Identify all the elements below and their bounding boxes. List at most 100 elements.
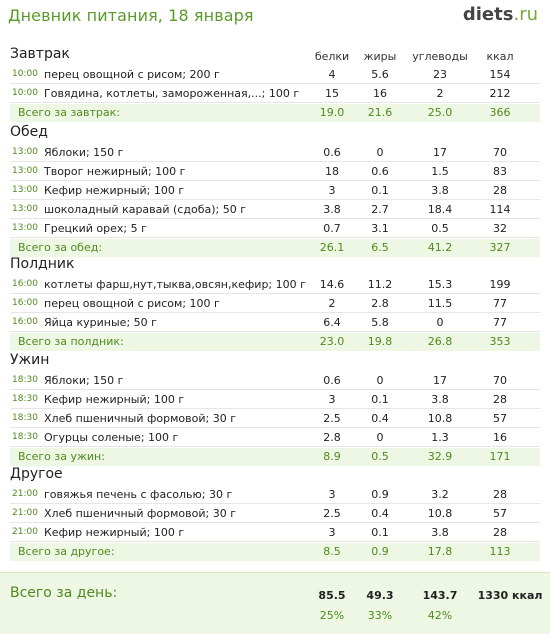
meal-total-kcal: 327 <box>489 241 511 254</box>
food-carbs: 23 <box>433 68 447 81</box>
food-carbs: 1.3 <box>431 431 449 444</box>
food-name[interactable]: шоколадный каравай (сдоба); 50 г <box>44 203 247 216</box>
food-name[interactable]: Кефир нежирный; 100 г <box>44 393 185 406</box>
site-logo[interactable]: diets.ru <box>463 4 538 25</box>
food-time: 18:30 <box>12 375 38 385</box>
food-carbs: 15.3 <box>427 278 453 291</box>
food-name[interactable]: Яйца куриные; 50 г <box>44 316 157 329</box>
food-carbs: 2 <box>436 87 444 100</box>
food-fat: 0 <box>376 431 384 444</box>
column-header-kcal: ккал <box>486 50 514 63</box>
food-name[interactable]: Говядина, котлеты, замороженная,...; 100… <box>44 87 300 100</box>
food-fat: 0.9 <box>371 488 389 501</box>
food-fat: 0 <box>376 374 384 387</box>
food-fat: 0.1 <box>371 526 389 539</box>
food-row[interactable]: 10:00 Говядина, котлеты, замороженная,...… <box>10 85 540 103</box>
food-row[interactable]: 18:30 Кефир нежирный; 100 г 3 0.1 3.8 28 <box>10 391 540 409</box>
meal-total-fat: 6.5 <box>371 241 389 254</box>
food-name[interactable]: котлеты фарш,нут,тыква,овсян,кефир; 100 … <box>44 278 306 291</box>
food-kcal: 16 <box>493 431 507 444</box>
meal-total-label: Всего за завтрак: <box>18 106 121 119</box>
food-name[interactable]: Грецкий орех; 5 г <box>44 222 147 235</box>
food-protein: 0.6 <box>323 146 341 159</box>
food-row[interactable]: 18:30 Яблоки; 150 г 0.6 0 17 70 <box>10 372 540 390</box>
food-kcal: 154 <box>489 68 511 81</box>
meal-total-kcal: 366 <box>489 106 511 119</box>
food-row[interactable]: 21:00 Кефир нежирный; 100 г 3 0.1 3.8 28 <box>10 524 540 542</box>
meal-total-row: Всего за обед: 26.1 6.5 41.2 327 <box>10 239 540 257</box>
meal-total-fat: 0.5 <box>371 450 389 463</box>
food-row[interactable]: 13:00 Творог нежирный; 100 г 18 0.6 1.5 83 <box>10 163 540 181</box>
food-time: 10:00 <box>12 69 38 79</box>
food-protein: 2.8 <box>323 431 341 444</box>
food-name[interactable]: перец овощной с рисом; 100 г <box>44 297 220 310</box>
meal-total-carbs: 17.8 <box>427 545 453 558</box>
food-fat: 0.1 <box>371 393 389 406</box>
food-row[interactable]: 10:00 перец овощной с рисом; 200 г 4 5.6 23 1… <box>10 66 540 84</box>
logo-main-text: diets <box>462 4 514 25</box>
food-carbs: 0 <box>436 316 444 329</box>
food-fat: 0.1 <box>371 184 389 197</box>
food-row[interactable]: 16:00 перец овощной с рисом; 100 г 2 2.8 11.… <box>10 295 540 313</box>
food-carbs: 17 <box>433 374 447 387</box>
food-carbs: 3.8 <box>431 526 449 539</box>
page-header: Дневник питания, 18 января diets.ru <box>0 0 550 34</box>
food-name[interactable]: Кефир нежирный; 100 г <box>44 184 185 197</box>
food-carbs: 1.5 <box>431 165 449 178</box>
food-protein: 4 <box>328 68 336 81</box>
food-row[interactable]: 21:00 Хлеб пшеничный формовой; 30 г 2.5 0.4… <box>10 505 540 523</box>
food-kcal: 57 <box>493 507 507 520</box>
column-header-carbs: углеводы <box>412 50 468 63</box>
food-kcal: 28 <box>493 488 507 501</box>
day-total-carbs: 143.7 <box>422 589 458 602</box>
meal-total-protein: 23.0 <box>319 335 345 348</box>
food-name[interactable]: Огурцы соленые; 100 г <box>44 431 179 444</box>
food-protein: 3 <box>328 488 336 501</box>
food-row[interactable]: 13:00 шоколадный каравай (сдоба); 50 г 3.8… <box>10 201 540 219</box>
food-row[interactable]: 13:00 Кефир нежирный; 100 г 3 0.1 3.8 28 <box>10 182 540 200</box>
food-row[interactable]: 18:30 Хлеб пшеничный формовой; 30 г 2.5 0.4… <box>10 410 540 428</box>
food-name[interactable]: Яблоки; 150 г <box>44 374 124 387</box>
food-kcal: 70 <box>493 146 507 159</box>
food-carbs: 18.4 <box>427 203 453 216</box>
food-row[interactable]: 13:00 Яблоки; 150 г 0.6 0 17 70 <box>10 144 540 162</box>
food-name[interactable]: Хлеб пшеничный формовой; 30 г <box>44 507 236 520</box>
food-kcal: 28 <box>493 526 507 539</box>
day-total-kcal: 1330 ккал <box>477 589 543 602</box>
food-protein: 2 <box>328 297 336 310</box>
food-row[interactable]: 18:30 Огурцы соленые; 100 г 2.8 0 1.3 16 <box>10 429 540 447</box>
food-name[interactable]: Яблоки; 150 г <box>44 146 124 159</box>
food-time: 10:00 <box>12 88 38 98</box>
food-time: 18:30 <box>12 413 38 423</box>
food-time: 21:00 <box>12 508 38 518</box>
food-name[interactable]: Хлеб пшеничный формовой; 30 г <box>44 412 236 425</box>
meal-section-title: Обед <box>10 124 48 140</box>
meal-total-row: Всего за полдник: 23.0 19.8 26.8 353 <box>10 333 540 351</box>
meal-total-row: Всего за другое: 8.5 0.9 17.8 113 <box>10 543 540 561</box>
food-fat: 0.6 <box>371 165 389 178</box>
food-fat: 3.1 <box>371 222 389 235</box>
food-kcal: 32 <box>493 222 507 235</box>
food-kcal: 28 <box>493 184 507 197</box>
food-row[interactable]: 16:00 котлеты фарш,нут,тыква,овсян,кефир;… <box>10 276 540 294</box>
page-title: Дневник питания, 18 января <box>8 6 254 25</box>
food-name[interactable]: Кефир нежирный; 100 г <box>44 526 185 539</box>
meal-total-label: Всего за обед: <box>18 241 103 254</box>
food-time: 16:00 <box>12 317 38 327</box>
meal-total-carbs: 25.0 <box>427 106 453 119</box>
food-row[interactable]: 21:00 говяжья печень с фасолью; 30 г 3 0.9 3… <box>10 486 540 504</box>
food-carbs: 3.8 <box>431 393 449 406</box>
food-time: 13:00 <box>12 204 38 214</box>
food-row[interactable]: 16:00 Яйца куриные; 50 г 6.4 5.8 0 77 <box>10 314 540 332</box>
food-kcal: 114 <box>489 203 511 216</box>
meal-total-protein: 8.5 <box>323 545 341 558</box>
food-name[interactable]: Творог нежирный; 100 г <box>44 165 186 178</box>
food-row[interactable]: 13:00 Грецкий орех; 5 г 0.7 3.1 0.5 32 <box>10 220 540 238</box>
food-fat: 0.4 <box>371 412 389 425</box>
food-kcal: 77 <box>493 297 507 310</box>
food-name[interactable]: говяжья печень с фасолью; 30 г <box>44 488 233 501</box>
meal-total-fat: 21.6 <box>367 106 393 119</box>
food-name[interactable]: перец овощной с рисом; 200 г <box>44 68 220 81</box>
food-protein: 14.6 <box>319 278 345 291</box>
food-time: 13:00 <box>12 223 38 233</box>
